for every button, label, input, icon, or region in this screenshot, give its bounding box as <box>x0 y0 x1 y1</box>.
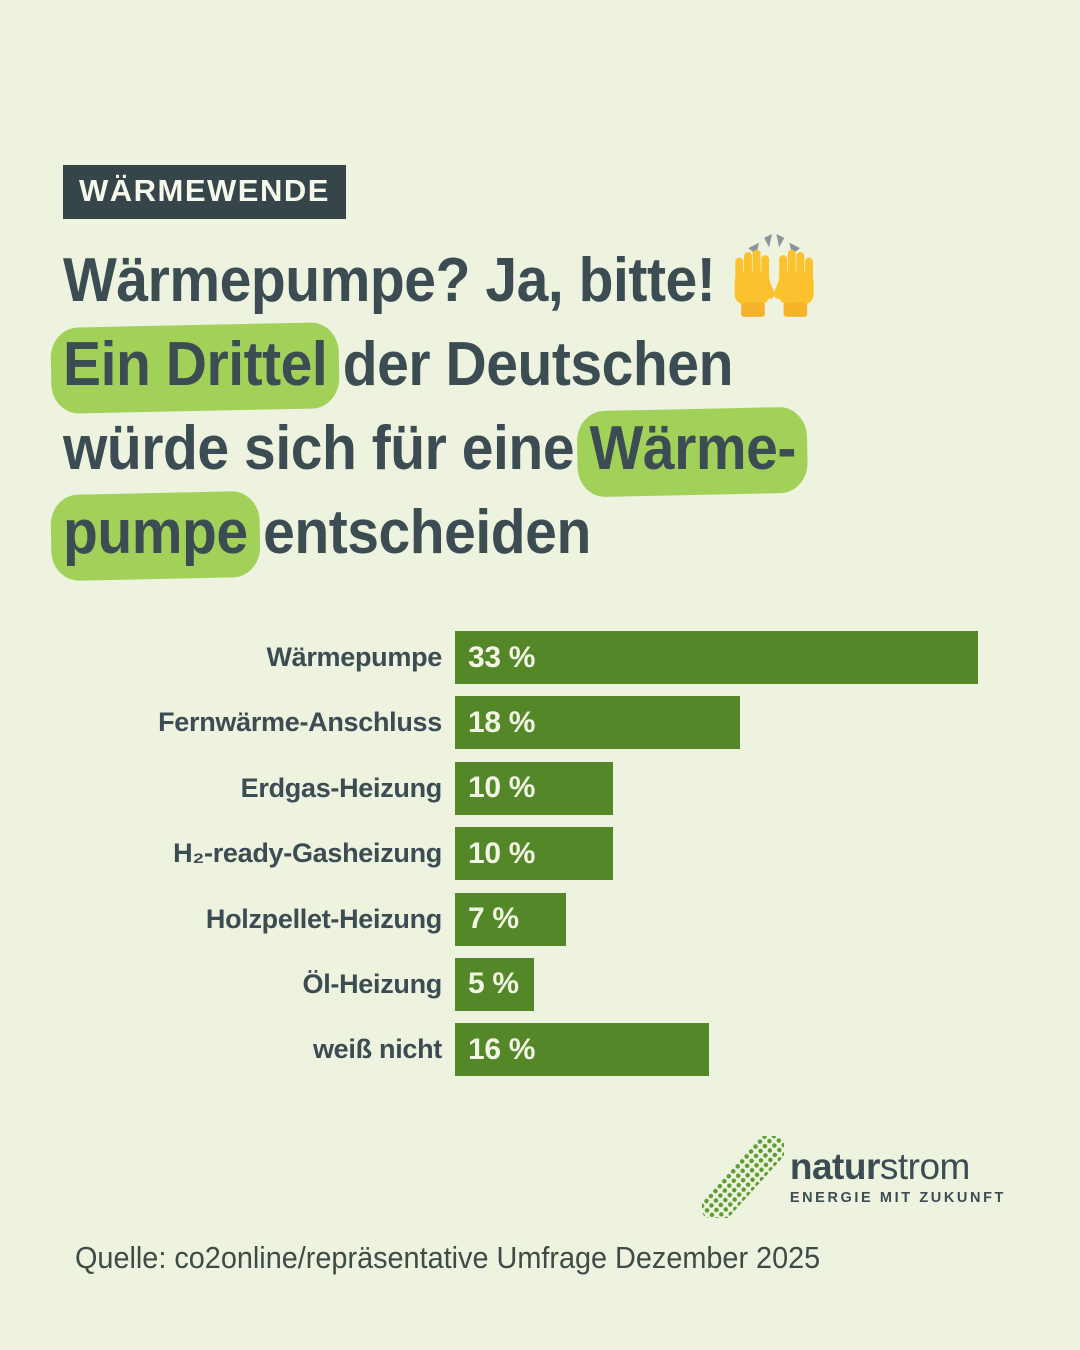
headline-text-3: würde sich für eine <box>63 414 590 483</box>
bar-label: Holzpellet-Heizung <box>205 903 442 934</box>
source-caption: Quelle: co2online/repräsentative Umfrage… <box>75 1240 821 1275</box>
bar-value: 18 % <box>468 705 536 739</box>
bar: 18 % <box>455 696 741 750</box>
logo-tagline: ENERGIE MIT ZUKUNFT <box>789 1190 1006 1206</box>
headline-text-1: Wärmepumpe? Ja, bitte! <box>63 246 716 315</box>
logo-swoosh-icon <box>701 1136 784 1218</box>
bar-label: Wärmepumpe <box>266 642 442 672</box>
bar-value: 10 % <box>468 836 536 870</box>
logo-brand-bold: natur <box>789 1146 881 1187</box>
chart-row: Öl-Heizung 5 % <box>0 957 1080 1011</box>
headline-highlight-pumpe: pumpe <box>63 491 248 575</box>
headline-line-3: würde sich für eine Wärme- <box>63 407 965 491</box>
headline-line-4: pumpe entscheiden <box>63 491 965 575</box>
bar-value: 33 % <box>468 640 536 674</box>
bar-chart: Wärmepumpe 33 % Fernwärme-Anschluss 18 % Erd… <box>0 631 1080 1089</box>
chart-row: weiß nicht 16 % <box>0 1023 1080 1077</box>
chart-row: Erdgas-Heizung 10 % <box>0 761 1080 815</box>
headline-line-1: Wärmepumpe? Ja, bitte! <box>63 226 965 323</box>
bar-label: Öl-Heizung <box>302 968 443 999</box>
headline-text-4: entscheiden <box>247 498 591 567</box>
bar-value: 7 % <box>468 902 519 936</box>
chart-row: Holzpellet-Heizung 7 % <box>0 892 1080 946</box>
logo-text: naturstrom ENERGIE MIT ZUKUNFT <box>789 1136 1006 1207</box>
bar-label: Fernwärme-Anschluss <box>158 707 442 738</box>
bar-label: H₂-ready-Gasheizung <box>173 838 442 869</box>
bar: 5 % <box>455 957 535 1011</box>
headline-highlight-ein-drittel: Ein Drittel <box>63 323 328 407</box>
bar-label: weiß nicht <box>312 1034 442 1065</box>
logo-brand: naturstrom <box>790 1148 1006 1186</box>
bar: 10 % <box>455 827 614 881</box>
bar: 33 % <box>455 631 978 684</box>
bar-value: 10 % <box>468 771 536 805</box>
bar-value: 16 % <box>468 1032 536 1066</box>
logo-brand-regular: strom <box>879 1146 971 1187</box>
bar-value: 5 % <box>468 967 519 1001</box>
chart-row: H₂-ready-Gasheizung 10 % <box>0 827 1080 881</box>
category-badge: WÄRMEWENDE <box>63 165 346 219</box>
bar-label: Erdgas-Heizung <box>240 772 443 803</box>
headline-text-2: der Deutschen <box>327 330 734 399</box>
bar: 10 % <box>455 761 614 815</box>
naturstrom-logo: naturstrom ENERGIE MIT ZUKUNFT <box>701 1136 1006 1218</box>
headline: Wärmepumpe? Ja, bitte! <box>63 226 1043 575</box>
headline-line-2: Ein Drittel der Deutschen <box>63 323 965 407</box>
headline-highlight-waerme: Wärme- <box>589 407 796 491</box>
raising-hands-icon <box>734 234 814 317</box>
chart-row: Fernwärme-Anschluss 18 % <box>0 696 1080 750</box>
chart-row: Wärmepumpe 33 % <box>0 631 1080 684</box>
bar: 16 % <box>455 1023 709 1077</box>
bar: 7 % <box>455 892 566 946</box>
